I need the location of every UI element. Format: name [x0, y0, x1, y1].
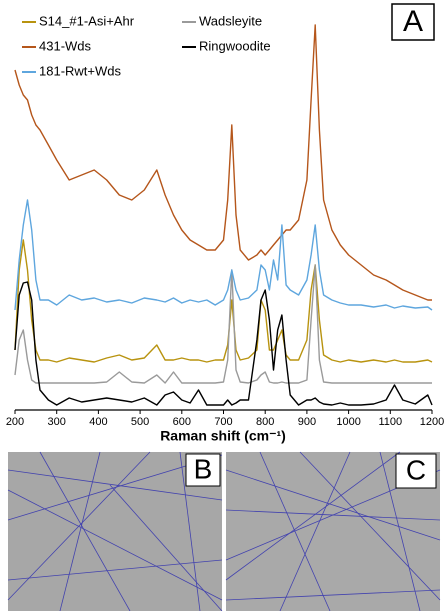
ebsd-b: B — [7, 451, 223, 612]
x-tick-label: 1200 — [420, 416, 444, 428]
x-tick-label: 500 — [131, 416, 149, 428]
legend-label: Ringwoodite — [199, 38, 271, 53]
x-tick-label: 700 — [214, 416, 232, 428]
spectrum-line — [14, 24, 432, 301]
panel-label: C — [406, 454, 426, 485]
x-tick-label: 1000 — [336, 416, 360, 428]
legend-label: S14_#1-Asi+Ahr — [39, 13, 135, 28]
x-axis-label: Raman shift (cm⁻¹) — [160, 428, 286, 444]
panel-label-box — [185, 453, 221, 487]
x-tick-label: 300 — [48, 416, 66, 428]
x-tick-label: 600 — [173, 416, 191, 428]
panel-label-box — [395, 453, 437, 489]
x-tick-label: 1100 — [378, 416, 402, 428]
x-tick-label: 200 — [6, 416, 24, 428]
panel-label: A — [403, 5, 423, 38]
ebsd-c: C — [225, 451, 441, 612]
legend-label: 181-Rwt+Wds — [39, 63, 121, 78]
spectrum-line — [14, 239, 433, 363]
panel-label: B — [194, 453, 213, 484]
legend-label: 431-Wds — [39, 38, 92, 53]
spectrum-line — [14, 264, 432, 384]
spectrum-line — [14, 199, 433, 311]
legend-label: Wadsleyite — [199, 13, 262, 28]
x-tick-label: 400 — [89, 416, 107, 428]
panel-label-box — [391, 3, 435, 41]
spectrum-line — [14, 281, 433, 406]
x-tick-label: 800 — [256, 416, 274, 428]
x-tick-label: 900 — [298, 416, 316, 428]
